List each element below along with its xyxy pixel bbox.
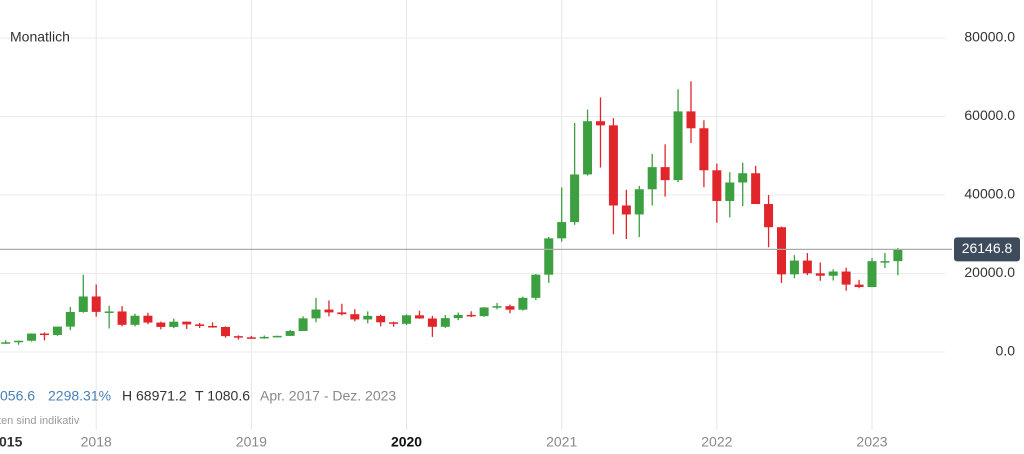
candle-body — [557, 222, 567, 239]
candle-body — [1, 342, 11, 344]
y-tick-label: 20000.0 — [964, 264, 1015, 280]
candle-body — [660, 167, 670, 181]
candle-body — [570, 174, 580, 223]
candle-body — [117, 311, 127, 325]
candle-body — [169, 321, 179, 327]
candle-body — [311, 309, 321, 319]
candle-body — [389, 322, 399, 324]
candle-body — [621, 205, 631, 215]
stat-high: H 68971.2 — [122, 388, 187, 404]
candle-body — [182, 321, 192, 325]
candle-body — [363, 315, 373, 320]
candle-body — [337, 312, 347, 315]
candle-body — [699, 128, 709, 171]
candle-body — [854, 284, 864, 288]
candle-body — [427, 318, 437, 327]
candle-body — [595, 121, 605, 126]
x-tick-label: 2019 — [236, 434, 267, 450]
candle-body — [673, 111, 683, 181]
candle-body — [453, 314, 463, 319]
candle-body — [350, 314, 360, 320]
y-tick-label: 0.0 — [996, 343, 1016, 359]
candle-body — [195, 324, 205, 326]
stat-change: 2298.31% — [48, 388, 111, 404]
last-price-box — [954, 237, 1020, 262]
candle-body — [583, 121, 593, 175]
x-tick-label-cut: 015 — [0, 434, 23, 450]
candle-body — [440, 318, 450, 327]
candle-body — [208, 325, 218, 328]
candle-body — [751, 173, 761, 205]
candle-body — [505, 306, 515, 310]
candle-body — [867, 261, 877, 288]
candle-body — [14, 340, 24, 343]
candle-body — [272, 335, 282, 338]
x-tick-label: 2020 — [391, 434, 422, 450]
x-tick-label: 2021 — [546, 434, 577, 450]
candle-body — [789, 260, 799, 275]
candle-body — [686, 111, 696, 129]
candle-body — [893, 249, 903, 262]
candle-body — [376, 315, 386, 323]
candle-body — [828, 271, 838, 276]
candle-body — [802, 260, 812, 274]
stat-range: Apr. 2017 - Dez. 2023 — [260, 388, 396, 404]
candle-body — [647, 167, 657, 190]
candle-body — [298, 318, 308, 332]
y-tick-label: 80000.0 — [964, 29, 1015, 45]
candle-body — [712, 170, 722, 201]
candle-body — [414, 315, 424, 319]
candle-body — [324, 309, 334, 313]
candle-body — [246, 337, 256, 339]
x-tick-label: 2023 — [856, 434, 887, 450]
candle-body — [130, 315, 140, 325]
y-tick-label: 60000.0 — [964, 107, 1015, 123]
candle-body — [285, 331, 295, 336]
candle-body — [738, 173, 748, 183]
x-tick-label: 2018 — [81, 434, 112, 450]
candle-body — [466, 314, 476, 317]
candle-body — [880, 261, 890, 263]
candle-body — [518, 297, 528, 310]
candle-body — [27, 333, 37, 341]
note: ten sind indikativ — [0, 415, 80, 427]
candle-body — [65, 311, 75, 327]
candle-body — [402, 315, 412, 324]
candle-body — [608, 125, 618, 206]
candle-body — [777, 227, 786, 275]
candle-body — [634, 189, 644, 215]
candle-body — [479, 307, 489, 317]
candle-body — [233, 336, 243, 338]
stat-value: 056.6 — [0, 388, 35, 404]
candle-body — [221, 326, 231, 337]
candle-body — [78, 296, 88, 312]
candle-body — [39, 333, 49, 336]
chart-title: Monatlich — [10, 29, 70, 45]
y-tick-label: 40000.0 — [964, 186, 1015, 202]
candle-body — [143, 315, 153, 323]
candle-body — [104, 311, 114, 313]
candle-body — [725, 182, 735, 201]
stat-low: T 1080.6 — [195, 388, 250, 404]
candle-body — [91, 296, 101, 312]
candle-body — [156, 322, 166, 327]
candle-body — [841, 271, 851, 285]
candle-body — [259, 336, 269, 339]
candle-body — [531, 274, 541, 298]
last-price-label: 26146.8 — [962, 240, 1013, 256]
candle-body — [764, 204, 774, 228]
candle-body — [544, 238, 554, 275]
candle-body — [492, 306, 502, 308]
x-tick-label: 2022 — [701, 434, 732, 450]
candle-body — [815, 273, 825, 276]
candle-body — [52, 326, 62, 335]
